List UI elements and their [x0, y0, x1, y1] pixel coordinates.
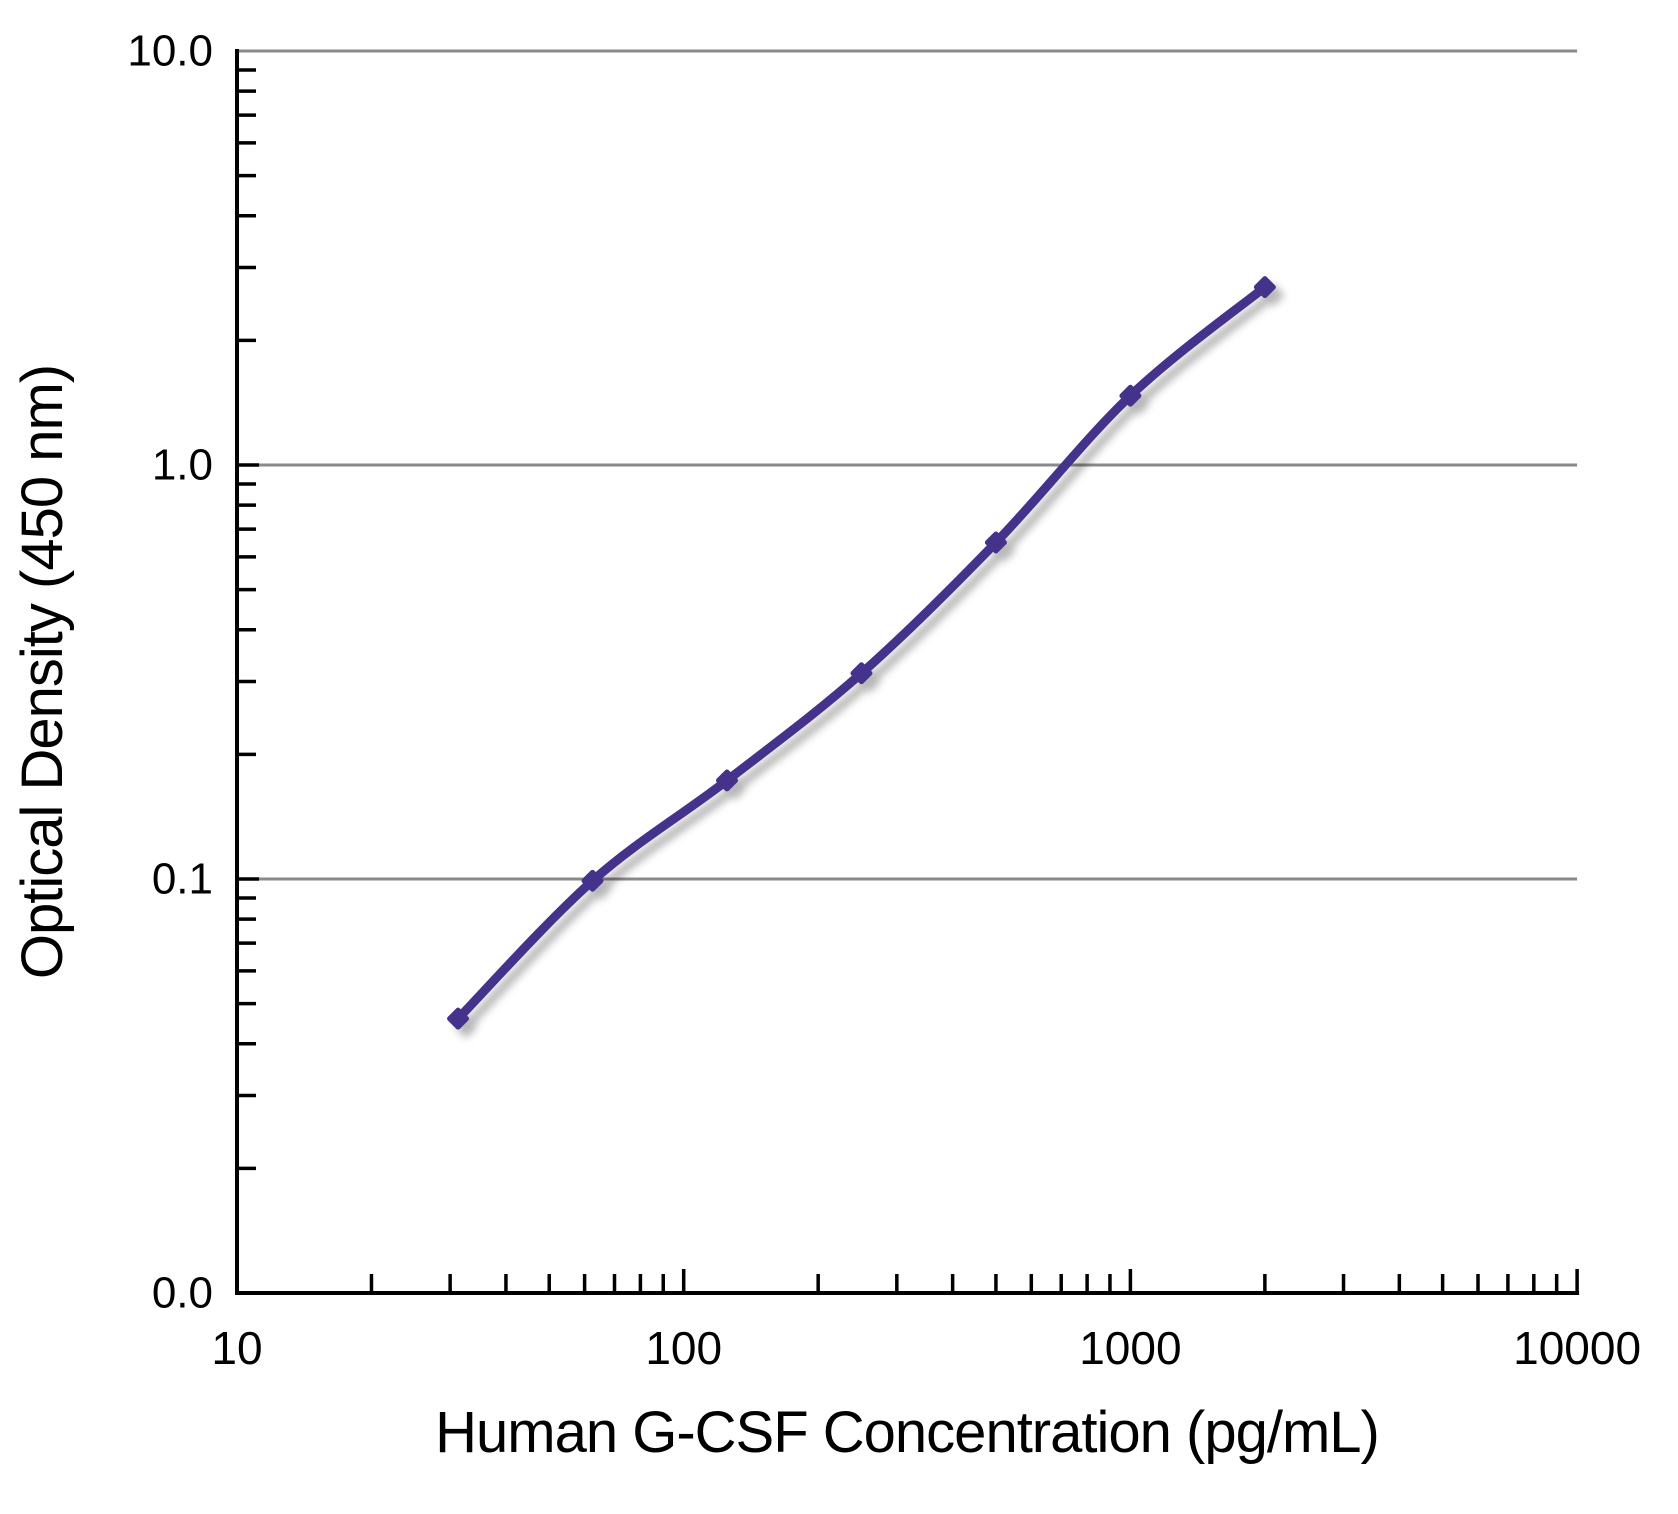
data-point-marker	[1253, 276, 1276, 299]
data-point-marker	[581, 869, 604, 892]
data-point-marker	[850, 662, 873, 685]
data-series-group	[447, 276, 1276, 1030]
y-tick-label: 0.0	[152, 1269, 213, 1318]
x-axis-title: Human G-CSF Concentration (pg/mL)	[435, 1400, 1379, 1465]
x-tick-label: 10	[211, 1322, 262, 1374]
ticks-group	[237, 68, 1579, 1293]
standard-curve-line	[453, 282, 1270, 1024]
data-point-marker	[1119, 384, 1142, 407]
data-point-marker	[447, 1007, 470, 1030]
tick-labels-group: 10.0 1.0 0.1 0.010 100 1000 10000	[127, 27, 1641, 1375]
y-tick-label: 10.0	[127, 27, 213, 76]
y-tick-label: 0.1	[152, 855, 213, 904]
x-tick-label: 10000	[1513, 1322, 1641, 1374]
y-axis-title: Optical Density (450 nm)	[10, 365, 75, 979]
gridlines-group	[237, 49, 1578, 881]
y-tick-label: 1.0	[152, 441, 213, 490]
axes-group	[235, 49, 1580, 1295]
x-tick-label: 1000	[1079, 1322, 1181, 1374]
x-tick-label: 100	[645, 1322, 722, 1374]
data-point-marker	[716, 769, 738, 792]
data-point-marker	[984, 531, 1007, 554]
